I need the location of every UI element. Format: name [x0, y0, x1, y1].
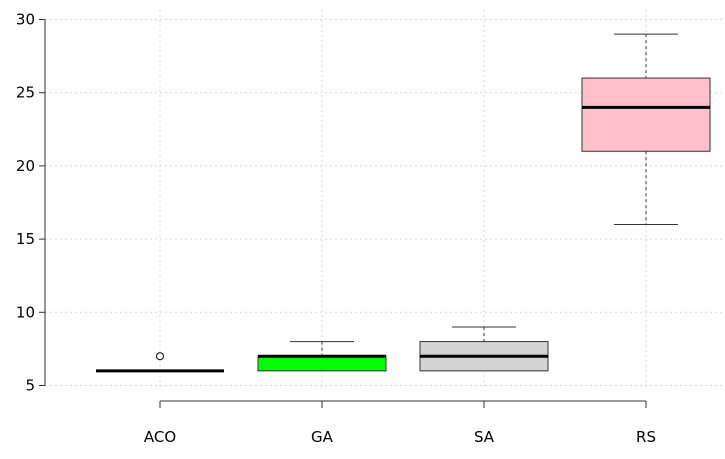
y-tick-label: 20 — [16, 157, 35, 175]
x-tick-label: RS — [636, 428, 656, 446]
x-tick-label: SA — [474, 428, 495, 446]
box-sa — [419, 326, 549, 372]
x-tick-label: GA — [311, 428, 334, 446]
x-tick-label: ACO — [144, 428, 176, 446]
box-rs — [581, 33, 711, 225]
x-axis: ACO GA SA RS — [144, 400, 656, 446]
box-ga — [257, 341, 387, 372]
y-tick-label: 5 — [25, 377, 35, 395]
box-body — [257, 355, 387, 372]
outlier-point — [156, 352, 164, 361]
box-body — [581, 77, 711, 152]
grid-lines — [45, 10, 725, 390]
box-series — [96, 33, 711, 373]
box-aco — [96, 352, 224, 373]
y-tick-label: 30 — [16, 11, 35, 29]
y-tick-label: 15 — [16, 230, 35, 248]
y-axis: 5 10 15 20 25 30 — [16, 11, 46, 395]
y-tick-label: 10 — [16, 303, 35, 321]
y-tick-label: 25 — [16, 84, 35, 102]
